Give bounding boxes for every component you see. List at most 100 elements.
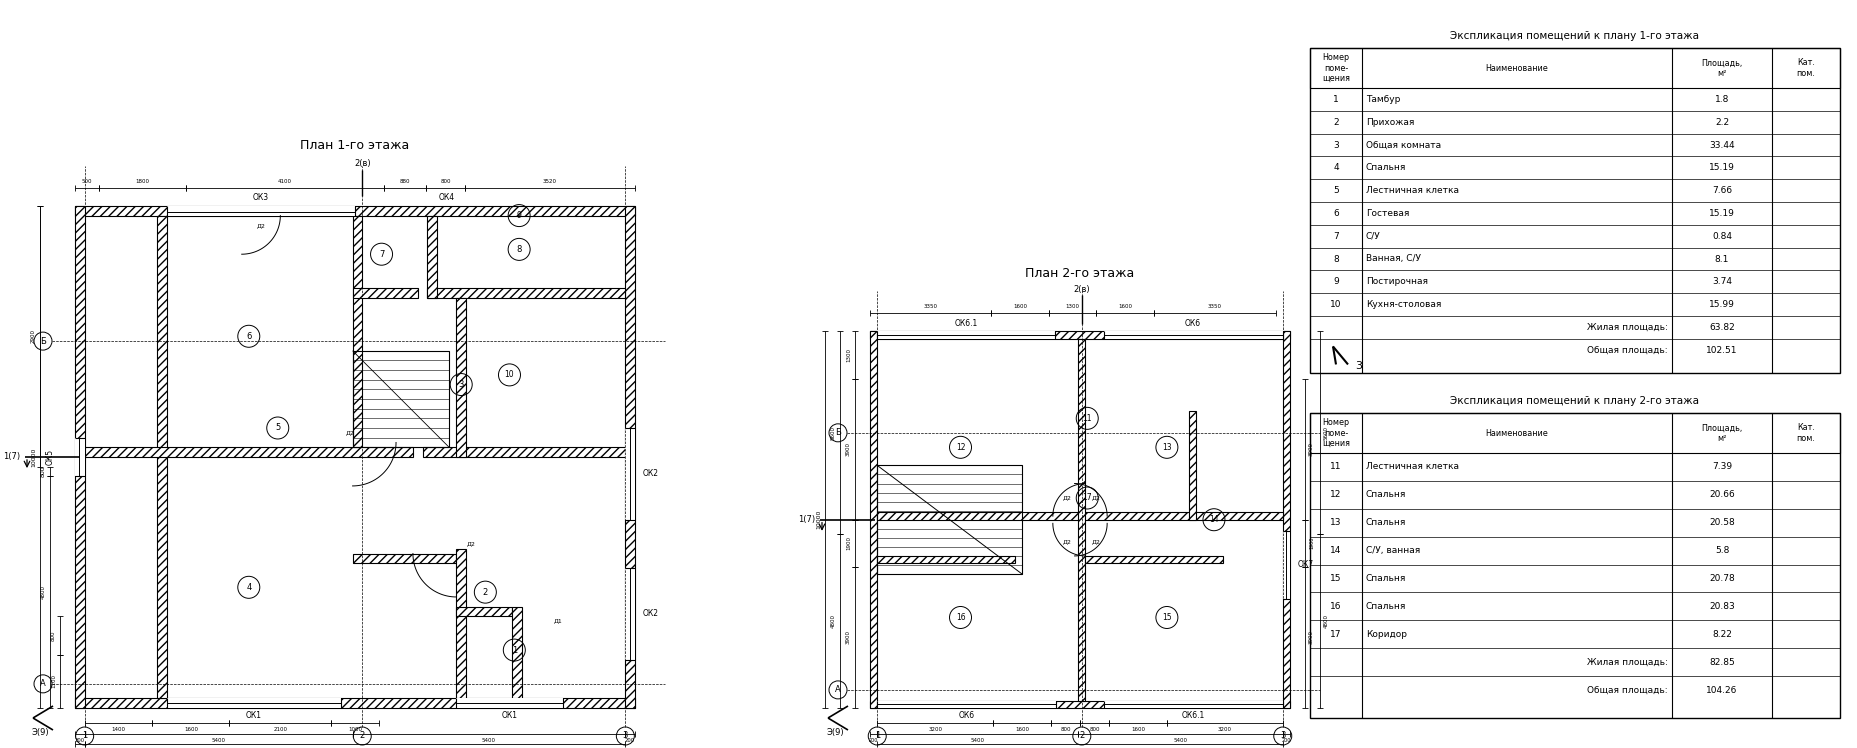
Text: 3: 3 xyxy=(459,380,464,389)
Bar xyxy=(1188,411,1196,520)
Text: 500: 500 xyxy=(82,179,93,184)
Text: Д2: Д2 xyxy=(1092,539,1099,544)
Text: 8: 8 xyxy=(1333,254,1339,263)
Text: Кат.
пом.: Кат. пом. xyxy=(1796,58,1814,78)
Text: 14: 14 xyxy=(1209,515,1218,524)
Text: 15.99: 15.99 xyxy=(1708,300,1734,309)
Text: 1900: 1900 xyxy=(1309,537,1313,550)
Text: 8.1: 8.1 xyxy=(1714,254,1729,263)
Text: Лестничная клетка: Лестничная клетка xyxy=(1365,462,1458,471)
Text: 8: 8 xyxy=(516,245,522,254)
Text: ОК2: ОК2 xyxy=(643,469,659,479)
Text: 2100: 2100 xyxy=(273,727,288,732)
Text: 3: 3 xyxy=(1354,361,1361,372)
Text: 20.83: 20.83 xyxy=(1708,602,1734,611)
Text: 3900: 3900 xyxy=(845,442,851,456)
Text: Кухня-столовая: Кухня-столовая xyxy=(1365,300,1441,309)
Text: 1900: 1900 xyxy=(845,536,851,551)
Text: 3900: 3900 xyxy=(1309,631,1313,644)
Text: Площадь,
м²: Площадь, м² xyxy=(1701,423,1742,443)
Bar xyxy=(877,701,1057,708)
Text: 63.82: 63.82 xyxy=(1708,323,1734,332)
Text: 5: 5 xyxy=(275,423,280,432)
Text: 1600: 1600 xyxy=(184,727,197,732)
Text: Д2: Д2 xyxy=(1062,495,1071,500)
Bar xyxy=(167,206,355,215)
Text: 7.39: 7.39 xyxy=(1710,462,1731,471)
Text: 10: 10 xyxy=(1330,300,1341,309)
Text: Наименование: Наименование xyxy=(1486,429,1547,438)
Text: 3: 3 xyxy=(1333,141,1339,150)
Text: 2: 2 xyxy=(1333,117,1339,126)
Text: План 1-го этажа: План 1-го этажа xyxy=(301,139,409,153)
Text: План 2-го этажа: План 2-го этажа xyxy=(1025,267,1135,280)
Text: А: А xyxy=(41,679,46,688)
Text: 12: 12 xyxy=(954,443,966,452)
Text: 9: 9 xyxy=(1333,278,1339,286)
Text: Лестничная клетка: Лестничная клетка xyxy=(1365,186,1458,195)
Text: Постирочная: Постирочная xyxy=(1365,278,1428,286)
Bar xyxy=(877,512,1281,520)
Text: Спальня: Спальня xyxy=(1365,602,1406,611)
Text: 16: 16 xyxy=(1330,602,1341,611)
Text: Д1: Д1 xyxy=(553,619,563,624)
Text: 2900: 2900 xyxy=(32,329,35,343)
Text: 5400: 5400 xyxy=(1174,738,1187,743)
Text: 1(7): 1(7) xyxy=(797,515,815,524)
Text: 3900: 3900 xyxy=(845,631,851,644)
Text: 800: 800 xyxy=(440,179,451,184)
Text: 20.78: 20.78 xyxy=(1708,574,1734,583)
Text: Номер
поме-
щения: Номер поме- щения xyxy=(1322,53,1350,83)
Bar xyxy=(167,699,340,708)
Text: 5400: 5400 xyxy=(969,738,984,743)
Text: Б: Б xyxy=(41,337,46,346)
Text: 800: 800 xyxy=(1088,727,1099,732)
Text: 7: 7 xyxy=(379,250,384,259)
Text: 4: 4 xyxy=(1333,163,1339,172)
Text: Д2: Д2 xyxy=(1062,539,1071,544)
Text: 5.8: 5.8 xyxy=(1714,546,1729,555)
Bar xyxy=(422,447,626,457)
Bar xyxy=(353,554,457,563)
Bar xyxy=(1309,48,1838,88)
Text: 33.44: 33.44 xyxy=(1708,141,1734,150)
Text: 5600: 5600 xyxy=(1324,426,1328,440)
Text: 12: 12 xyxy=(1330,491,1341,500)
Text: 3350: 3350 xyxy=(1207,304,1222,310)
Text: Номер
поме-
щения: Номер поме- щения xyxy=(1322,418,1350,448)
Text: Ванная, С/У: Ванная, С/У xyxy=(1365,254,1421,263)
Text: 3520: 3520 xyxy=(542,179,557,184)
Text: 2(в): 2(в) xyxy=(353,159,370,168)
Text: 1300: 1300 xyxy=(845,348,851,362)
Bar xyxy=(877,556,1014,563)
Text: 1600: 1600 xyxy=(1118,304,1131,310)
Text: 20.66: 20.66 xyxy=(1708,491,1734,500)
Text: 1: 1 xyxy=(1333,95,1339,104)
Text: 11: 11 xyxy=(1083,414,1092,423)
Text: ОК5: ОК5 xyxy=(45,449,54,465)
Text: 10000: 10000 xyxy=(815,510,821,530)
Text: 14: 14 xyxy=(1330,546,1341,555)
Text: ОК6: ОК6 xyxy=(1185,319,1201,328)
Text: 200: 200 xyxy=(74,738,85,743)
Text: ОК1: ОК1 xyxy=(245,711,262,720)
Text: ОК6.1: ОК6.1 xyxy=(954,319,977,328)
Text: Э(9): Э(9) xyxy=(32,729,48,738)
Text: 7: 7 xyxy=(1333,232,1339,241)
Text: 2: 2 xyxy=(483,588,488,597)
Bar xyxy=(74,206,635,215)
Text: 5400: 5400 xyxy=(481,738,496,743)
Text: 11: 11 xyxy=(1330,462,1341,471)
Text: Гостевая: Гостевая xyxy=(1365,209,1409,218)
Text: С/У, ванная: С/У, ванная xyxy=(1365,546,1419,555)
Text: 5400: 5400 xyxy=(212,738,225,743)
Text: Экспликация помещений к плану 2-го этажа: Экспликация помещений к плану 2-го этажа xyxy=(1450,396,1699,406)
Text: 3: 3 xyxy=(622,732,628,741)
Text: 6: 6 xyxy=(245,332,251,341)
Bar xyxy=(457,298,466,457)
Text: 4100: 4100 xyxy=(279,179,292,184)
Text: 102.51: 102.51 xyxy=(1705,346,1736,355)
Text: 200: 200 xyxy=(869,738,878,743)
Text: Спальня: Спальня xyxy=(1365,491,1406,500)
Text: 4800: 4800 xyxy=(41,585,46,599)
